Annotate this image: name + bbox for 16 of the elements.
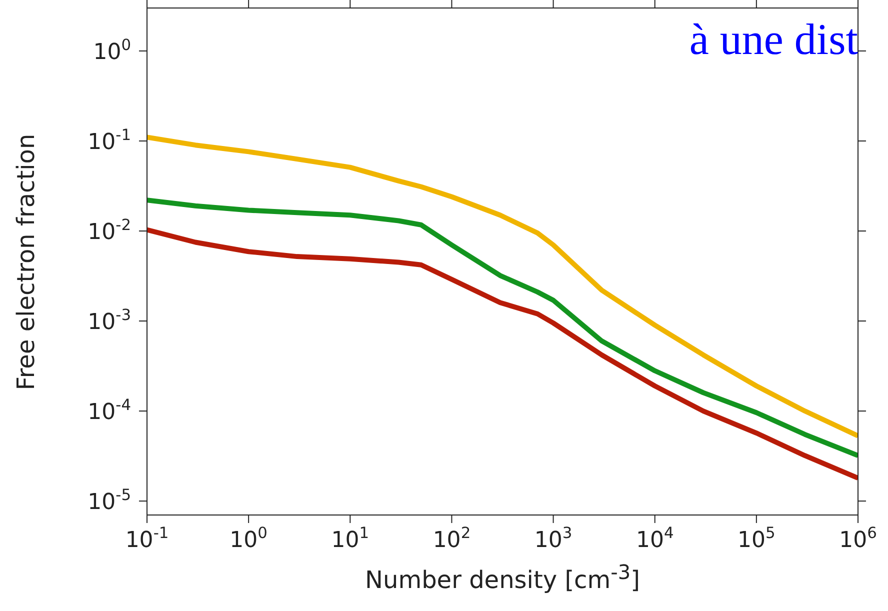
y-tick-label: 10$^{-1}$ [88, 126, 131, 155]
x-tick-label: 10$^{2}$ [432, 524, 471, 553]
x-tick-label: 10$^{3}$ [534, 524, 572, 553]
x-tick-label: 10$^{0}$ [230, 524, 268, 553]
x-tick-label: 10$^{-1}$ [125, 524, 169, 553]
x-axis-title: Number density [cm$^{-3}$] [364, 560, 641, 594]
y-tick-label: 10$^{0}$ [93, 36, 131, 65]
y-tick-label: 10$^{-5}$ [88, 486, 131, 516]
x-tick-label: 10$^{4}$ [636, 524, 674, 553]
x-tick-label: 10$^{6}$ [839, 524, 877, 553]
y-tick-label: 10$^{-4}$ [88, 396, 131, 426]
y-tick-label: 10$^{-2}$ [88, 216, 131, 245]
y-axis-title: Free electron fraction [12, 134, 40, 390]
x-tick-label: 10$^{1}$ [331, 524, 370, 553]
x-tick-label: 10$^{5}$ [738, 524, 776, 553]
y-tick-label: 10$^{-3}$ [88, 306, 131, 336]
